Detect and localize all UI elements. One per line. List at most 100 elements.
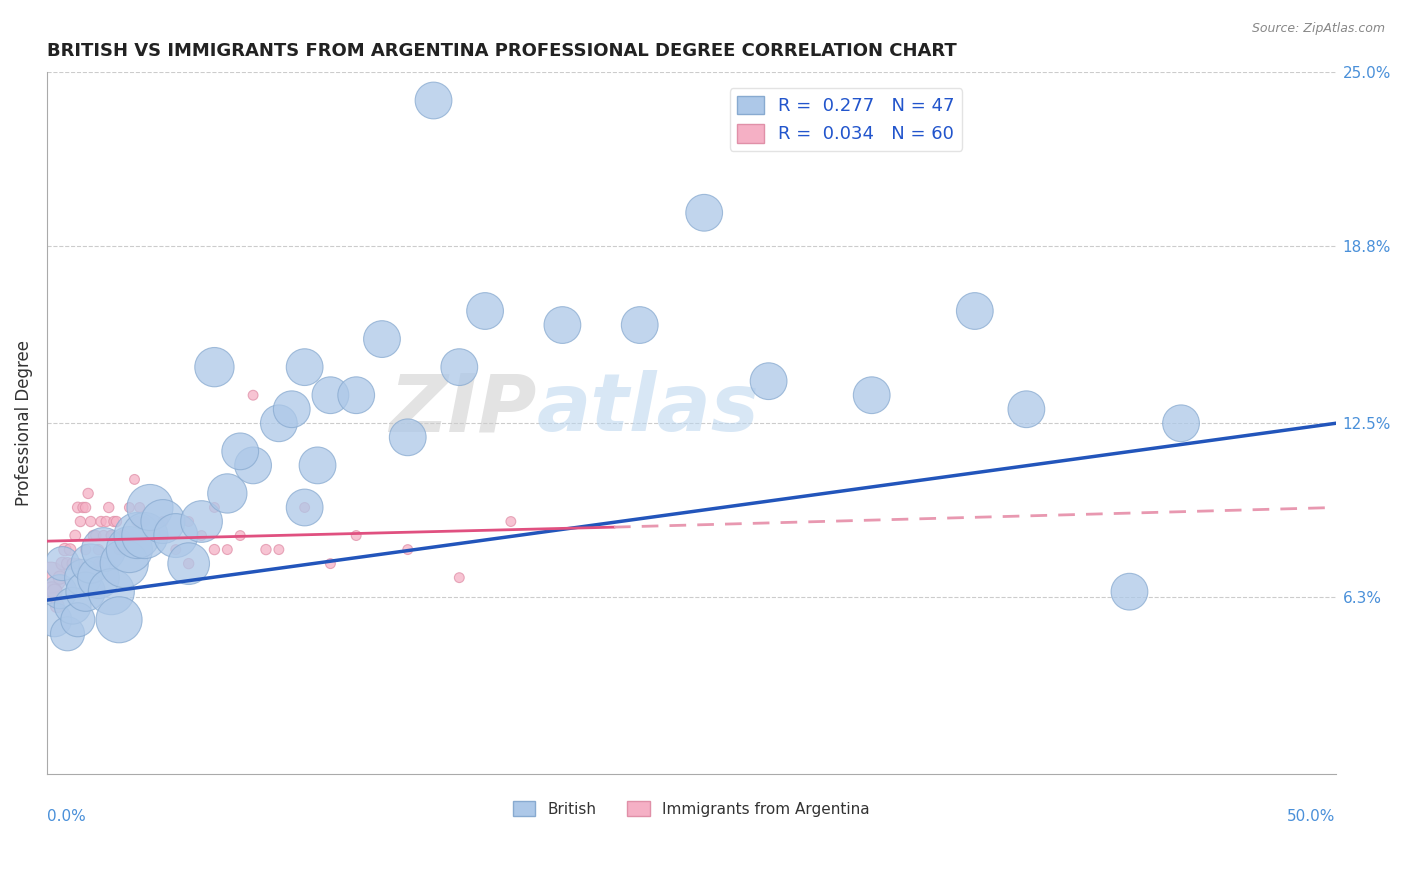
Point	[108, 613, 131, 627]
Point	[422, 94, 444, 108]
Point	[112, 528, 135, 542]
Point	[758, 374, 780, 388]
Point	[396, 542, 419, 557]
Point	[474, 304, 496, 318]
Point	[204, 360, 226, 375]
Point	[449, 571, 471, 585]
Point	[80, 515, 103, 529]
Point	[75, 584, 97, 599]
Point	[1015, 402, 1038, 417]
Point	[90, 515, 112, 529]
Text: ZIP: ZIP	[389, 370, 537, 449]
Point	[190, 528, 212, 542]
Point	[108, 542, 131, 557]
Point	[294, 360, 316, 375]
Point	[860, 388, 883, 402]
Point	[112, 557, 135, 571]
Point	[319, 557, 342, 571]
Point	[1170, 417, 1192, 431]
Point	[66, 557, 89, 571]
Legend: British, Immigrants from Argentina: British, Immigrants from Argentina	[506, 795, 876, 822]
Point	[267, 417, 290, 431]
Point	[294, 500, 316, 515]
Text: 0.0%: 0.0%	[46, 809, 86, 824]
Point	[49, 584, 72, 599]
Point	[75, 542, 97, 557]
Text: atlas: atlas	[537, 370, 759, 449]
Point	[217, 486, 239, 500]
Point	[51, 557, 73, 571]
Point	[551, 318, 574, 332]
Point	[100, 528, 122, 542]
Point	[165, 542, 187, 557]
Point	[177, 557, 200, 571]
Point	[396, 430, 419, 444]
Point	[46, 599, 69, 613]
Point	[100, 528, 122, 542]
Point	[49, 571, 72, 585]
Point	[128, 500, 150, 515]
Point	[118, 542, 141, 557]
Point	[499, 515, 522, 529]
Point	[80, 557, 103, 571]
Point	[152, 515, 174, 529]
Point	[124, 472, 146, 486]
Point	[693, 206, 716, 220]
Point	[96, 515, 118, 529]
Point	[204, 500, 226, 515]
Point	[204, 542, 226, 557]
Point	[1118, 584, 1140, 599]
Point	[242, 458, 264, 473]
Point	[628, 318, 651, 332]
Point	[77, 486, 100, 500]
Point	[134, 515, 156, 529]
Point	[84, 528, 107, 542]
Point	[44, 613, 66, 627]
Point	[307, 458, 329, 473]
Point	[294, 500, 316, 515]
Point	[134, 528, 156, 542]
Point	[449, 360, 471, 375]
Point	[87, 557, 110, 571]
Point	[344, 528, 367, 542]
Point	[242, 388, 264, 402]
Point	[371, 332, 394, 346]
Point	[56, 557, 79, 571]
Point	[100, 584, 122, 599]
Point	[229, 528, 252, 542]
Point	[229, 444, 252, 458]
Point	[105, 515, 128, 529]
Point	[62, 557, 84, 571]
Point	[72, 500, 94, 515]
Point	[963, 304, 986, 318]
Text: Source: ZipAtlas.com: Source: ZipAtlas.com	[1251, 22, 1385, 36]
Text: BRITISH VS IMMIGRANTS FROM ARGENTINA PROFESSIONAL DEGREE CORRELATION CHART: BRITISH VS IMMIGRANTS FROM ARGENTINA PRO…	[46, 42, 956, 60]
Point	[127, 528, 149, 542]
Point	[93, 528, 115, 542]
Point	[127, 515, 149, 529]
Text: 50.0%: 50.0%	[1288, 809, 1336, 824]
Point	[267, 542, 290, 557]
Point	[53, 542, 76, 557]
Point	[177, 515, 200, 529]
Point	[51, 557, 73, 571]
Point	[62, 599, 84, 613]
Point	[66, 613, 89, 627]
Point	[281, 402, 304, 417]
Point	[41, 584, 63, 599]
Point	[152, 515, 174, 529]
Point	[56, 627, 79, 641]
Point	[75, 500, 97, 515]
Point	[190, 515, 212, 529]
Point	[118, 500, 141, 515]
Point	[139, 500, 162, 515]
Point	[97, 500, 120, 515]
Point	[254, 542, 277, 557]
Point	[139, 528, 162, 542]
Point	[82, 528, 104, 542]
Y-axis label: Professional Degree: Professional Degree	[15, 340, 32, 507]
Point	[177, 557, 200, 571]
Point	[69, 515, 91, 529]
Point	[344, 388, 367, 402]
Point	[39, 571, 62, 585]
